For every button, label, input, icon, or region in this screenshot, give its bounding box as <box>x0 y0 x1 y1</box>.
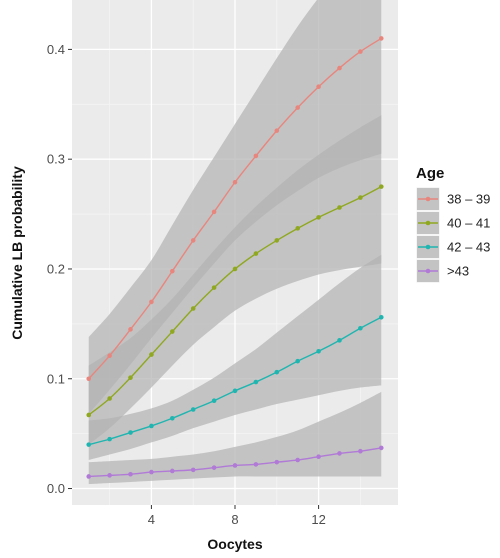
legend-key-point <box>425 196 431 202</box>
data-point <box>274 369 280 375</box>
data-point <box>107 353 112 358</box>
data-point <box>232 463 238 468</box>
data-point <box>232 266 238 272</box>
x-tick-label: 12 <box>311 512 325 527</box>
data-point <box>86 376 92 382</box>
data-point <box>128 471 133 477</box>
data-point <box>378 445 384 451</box>
data-point <box>211 398 217 404</box>
data-point <box>378 36 384 41</box>
legend-label: 40 – 41 <box>447 216 490 231</box>
legend: Age 38 – 39 40 – 41 42 – 43 >43 <box>415 165 490 284</box>
data-point <box>253 251 259 256</box>
data-point <box>295 457 300 463</box>
y-tick-label: 0.2 <box>47 261 65 276</box>
x-axis: 4 8 12 <box>148 505 326 527</box>
data-point <box>316 349 321 354</box>
y-tick-label: 0.1 <box>47 371 65 386</box>
data-point <box>190 306 196 311</box>
data-point <box>86 474 92 479</box>
data-point <box>128 430 133 435</box>
data-point <box>128 327 133 332</box>
series-points <box>86 36 384 479</box>
data-point <box>337 65 342 71</box>
data-point <box>253 153 259 159</box>
data-point <box>107 473 112 478</box>
x-tick-label: 4 <box>148 512 155 527</box>
y-axis: 0.0 0.1 0.2 0.3 0.4 <box>47 42 72 496</box>
ribbon-2 <box>88 254 382 460</box>
data-point <box>170 415 175 421</box>
data-point <box>358 49 363 54</box>
legend-key-point <box>425 244 431 250</box>
data-point <box>149 423 154 429</box>
legend-label: 42 – 43 <box>447 240 490 255</box>
data-point <box>190 467 196 473</box>
data-point <box>274 459 280 465</box>
data-point <box>337 205 342 210</box>
data-point <box>211 465 217 470</box>
data-point <box>211 209 217 215</box>
data-point <box>274 238 280 243</box>
data-point <box>232 179 238 185</box>
data-point <box>253 462 259 467</box>
data-point <box>149 299 154 305</box>
data-point <box>295 226 300 231</box>
data-point <box>170 268 175 274</box>
data-point <box>253 379 259 385</box>
data-point <box>107 436 112 442</box>
x-axis-title: Oocytes <box>207 536 262 552</box>
data-point <box>378 314 384 320</box>
legend-title: Age <box>416 165 444 182</box>
data-point <box>274 128 280 133</box>
y-tick-label: 0.3 <box>47 152 65 167</box>
data-point <box>170 329 175 334</box>
legend-key-point <box>425 220 431 226</box>
legend-key-point <box>425 268 431 274</box>
y-tick-label: 0.0 <box>47 481 65 496</box>
legend-label: >43 <box>447 264 469 279</box>
data-point <box>86 442 92 447</box>
data-point <box>190 238 196 243</box>
x-tick-label: 8 <box>231 512 238 527</box>
data-point <box>190 407 196 412</box>
data-point <box>358 325 363 331</box>
data-point <box>232 388 238 394</box>
legend-label: 38 – 39 <box>447 192 490 207</box>
data-point <box>149 469 154 475</box>
y-axis-title: Cumulative LB probability <box>9 166 25 340</box>
data-point <box>337 451 342 456</box>
data-point <box>211 285 217 290</box>
data-point <box>358 195 363 200</box>
data-point <box>86 412 92 418</box>
data-point <box>128 375 133 380</box>
data-point <box>316 454 321 459</box>
data-point <box>295 105 300 110</box>
confidence-ribbons <box>88 0 382 485</box>
data-point <box>107 396 112 401</box>
data-point <box>316 84 321 90</box>
data-point <box>295 358 300 364</box>
ribbon-3 <box>88 391 382 485</box>
data-point <box>170 468 175 474</box>
data-point <box>316 215 321 220</box>
data-point <box>358 448 363 454</box>
ribbon-1 <box>88 115 382 445</box>
data-point <box>149 352 154 357</box>
data-point <box>337 338 342 343</box>
data-point <box>378 184 384 189</box>
y-tick-label: 0.4 <box>47 42 65 57</box>
